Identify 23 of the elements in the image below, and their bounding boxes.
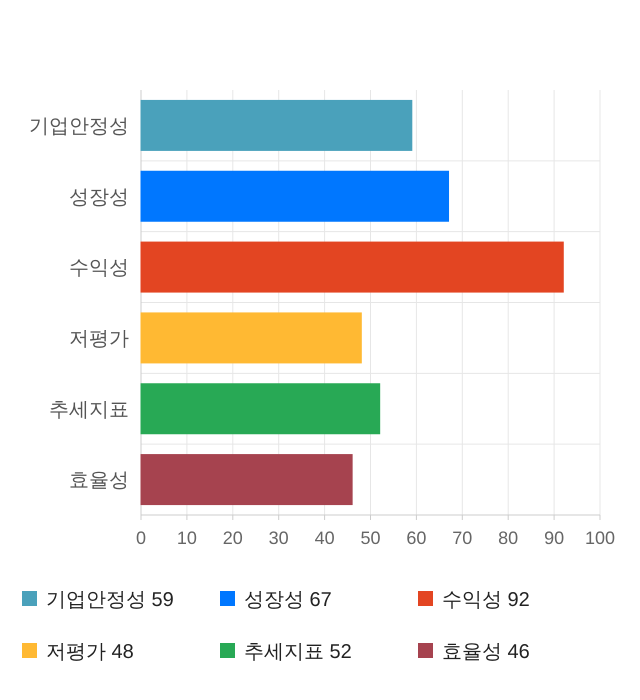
x-tick-label: 10 <box>176 528 197 548</box>
x-tick-label: 0 <box>136 528 146 548</box>
y-tick-label: 저평가 <box>69 328 129 350</box>
y-tick-label: 추세지표 <box>49 398 129 421</box>
legend-label: 저평가 48 <box>46 641 134 663</box>
legend-label: 기업안정성 59 <box>46 589 174 611</box>
x-tick-label: 70 <box>452 528 472 548</box>
legend-label: 수익성 92 <box>442 589 530 611</box>
x-tick-label: 30 <box>268 528 289 548</box>
x-tick-label: 50 <box>360 528 381 548</box>
x-tick-label: 80 <box>498 528 518 548</box>
y-tick-label: 수익성 <box>69 257 129 280</box>
x-tick-label: 100 <box>584 528 616 548</box>
x-tick-label: 60 <box>406 528 426 548</box>
y-tick-label: 성장성 <box>69 186 129 208</box>
legend-label: 성장성 67 <box>244 589 332 611</box>
legend-label: 효율성 46 <box>442 641 530 663</box>
y-tick-label: 기업안정성 <box>29 115 129 138</box>
x-tick-label: 90 <box>544 528 564 548</box>
legend-label: 추세지표 52 <box>244 641 352 663</box>
x-tick-label: 20 <box>222 528 243 548</box>
x-tick-label: 40 <box>314 528 335 548</box>
y-tick-label: 효율성 <box>69 470 129 492</box>
